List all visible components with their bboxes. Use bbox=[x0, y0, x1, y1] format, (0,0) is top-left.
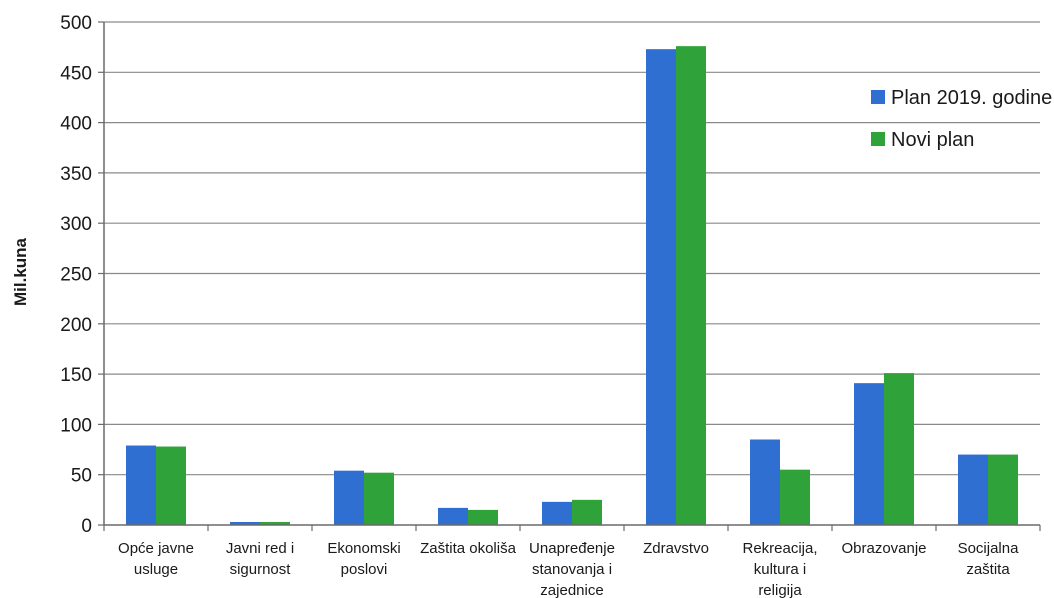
category-label: Obrazovanje bbox=[841, 540, 926, 557]
y-tick-label: 500 bbox=[60, 13, 92, 34]
y-tick-label: 100 bbox=[60, 415, 92, 436]
category-label: Zaštita okoliša bbox=[420, 540, 517, 557]
bar: Plan 2019. godine: 70 bbox=[958, 454, 988, 525]
y-tick-label: 250 bbox=[60, 265, 92, 286]
bar: Novi plan: 70 bbox=[988, 454, 1018, 525]
axes bbox=[103, 22, 1041, 531]
bar: Novi plan: 3 bbox=[260, 521, 290, 525]
category-label: Rekreacija, kultura i religija bbox=[742, 540, 817, 598]
y-tick-label: 400 bbox=[60, 114, 92, 135]
bar: Plan 2019. godine: 79 bbox=[126, 445, 156, 525]
bar: Plan 2019. godine: 3 bbox=[230, 521, 260, 525]
category-label: Ekonomski poslovi bbox=[327, 540, 400, 578]
legend-label: Novi plan bbox=[891, 129, 974, 151]
bar: Novi plan: 55 bbox=[780, 469, 810, 525]
bar: Novi plan: 151 bbox=[884, 373, 914, 525]
bar: Novi plan: 15 bbox=[468, 509, 498, 525]
category-label: Zdravstvo bbox=[643, 540, 709, 557]
gridlines bbox=[98, 21, 1040, 526]
bar: Novi plan: 25 bbox=[572, 499, 602, 525]
category-label: Unapređenje stanovanja i zajednice bbox=[529, 540, 615, 598]
category-labels: Opće javne usluge Javni red i sigurnost Ekon… bbox=[118, 540, 1019, 598]
bar: Plan 2019. godine: 23 bbox=[542, 501, 572, 525]
y-tick-label: 450 bbox=[60, 63, 92, 84]
y-tick-label: 50 bbox=[71, 466, 92, 487]
bars: Plan 2019. godine: 79Novi plan: 78 Plan 2… bbox=[126, 46, 1018, 526]
category-label: Opće javne usluge bbox=[118, 540, 194, 578]
legend: Plan 2019. godine Novi plan bbox=[871, 87, 1052, 151]
bar: Novi plan: 476 bbox=[676, 46, 706, 525]
y-tick-label: 150 bbox=[60, 365, 92, 386]
y-tick-label: 300 bbox=[60, 214, 92, 235]
y-tick-label: 0 bbox=[81, 516, 92, 537]
bar: Plan 2019. godine: 17 bbox=[438, 507, 468, 525]
bar: Plan 2019. godine: 141 bbox=[854, 383, 884, 525]
y-tick-labels: 0 50 100 150 200 250 300 350 400 450 500 bbox=[60, 13, 92, 537]
legend-swatch bbox=[871, 90, 885, 104]
bar: Plan 2019. godine: 85 bbox=[750, 439, 780, 525]
legend-label: Plan 2019. godine bbox=[891, 87, 1052, 109]
y-axis-label: Mil.kuna bbox=[11, 237, 30, 306]
y-tick-label: 200 bbox=[60, 315, 92, 336]
y-tick-label: 350 bbox=[60, 164, 92, 185]
bar: Novi plan: 52 bbox=[364, 472, 394, 525]
category-label: Socijalna zaštita bbox=[958, 540, 1020, 578]
legend-swatch bbox=[871, 132, 885, 146]
bar: Novi plan: 78 bbox=[156, 446, 186, 525]
bar: Plan 2019. godine: 54 bbox=[334, 470, 364, 525]
category-label: Javni red i sigurnost bbox=[226, 540, 294, 578]
bar: Plan 2019. godine: 473 bbox=[646, 49, 676, 526]
